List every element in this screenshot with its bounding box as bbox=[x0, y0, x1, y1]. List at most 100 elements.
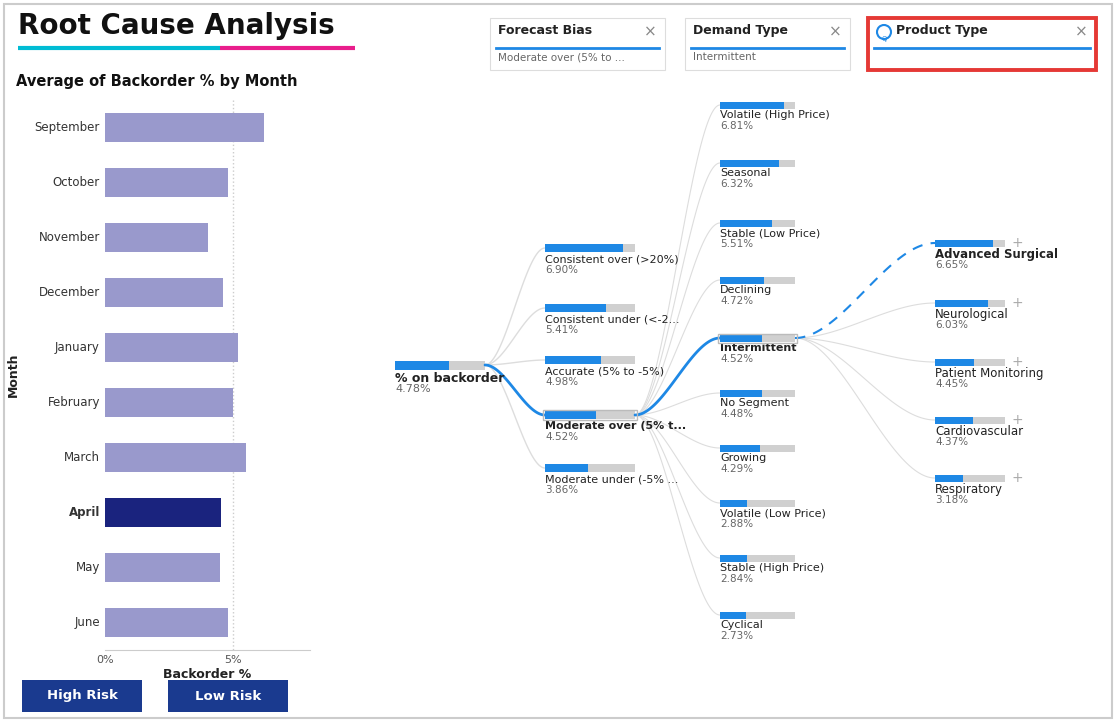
Bar bbox=[720, 102, 783, 109]
Text: Demand Type: Demand Type bbox=[693, 24, 788, 37]
Bar bbox=[718, 334, 797, 343]
Bar bbox=[105, 113, 263, 142]
Text: Growing: Growing bbox=[720, 453, 767, 463]
Bar bbox=[935, 300, 988, 307]
Bar bbox=[543, 410, 637, 420]
Text: 5.51%: 5.51% bbox=[720, 239, 753, 249]
Bar bbox=[105, 608, 228, 637]
Text: Average of Backorder % by Month: Average of Backorder % by Month bbox=[16, 74, 298, 89]
Text: Forecast Bias: Forecast Bias bbox=[498, 24, 593, 37]
Bar bbox=[545, 411, 596, 419]
Bar bbox=[720, 277, 764, 284]
Text: High Risk: High Risk bbox=[47, 690, 117, 703]
Bar bbox=[395, 361, 485, 370]
Text: October: October bbox=[52, 176, 100, 189]
Text: Root Cause Analysis: Root Cause Analysis bbox=[18, 12, 335, 40]
Text: 2.88%: 2.88% bbox=[720, 519, 753, 529]
Text: April: April bbox=[68, 506, 100, 519]
Text: March: March bbox=[64, 451, 100, 464]
Bar bbox=[720, 445, 760, 452]
Text: +: + bbox=[1011, 471, 1022, 485]
Bar bbox=[720, 445, 795, 452]
Bar bbox=[22, 680, 142, 712]
Bar bbox=[720, 335, 795, 342]
Bar bbox=[720, 390, 762, 397]
Text: Moderate under (-5% ...: Moderate under (-5% ... bbox=[545, 474, 679, 484]
Bar bbox=[545, 304, 635, 312]
Bar bbox=[720, 555, 795, 562]
Bar bbox=[105, 443, 246, 471]
Text: Stable (Low Price): Stable (Low Price) bbox=[720, 228, 820, 238]
Bar bbox=[395, 361, 449, 370]
Bar bbox=[685, 18, 850, 70]
Text: 4.37%: 4.37% bbox=[935, 437, 968, 447]
Text: 4.52%: 4.52% bbox=[545, 432, 578, 442]
Bar bbox=[720, 555, 747, 562]
Text: ×: × bbox=[829, 25, 841, 40]
Bar bbox=[545, 464, 588, 472]
Bar bbox=[545, 244, 635, 252]
Text: 6.81%: 6.81% bbox=[720, 121, 753, 131]
Bar bbox=[545, 464, 635, 472]
Bar bbox=[105, 498, 221, 527]
Text: Intermittent: Intermittent bbox=[720, 343, 797, 353]
Text: 4.52%: 4.52% bbox=[720, 354, 753, 364]
Text: Moderate over (5% t...: Moderate over (5% t... bbox=[545, 421, 686, 431]
Bar bbox=[935, 240, 1006, 247]
Text: 3.86%: 3.86% bbox=[545, 485, 578, 495]
Bar bbox=[720, 160, 779, 167]
Text: 6.32%: 6.32% bbox=[720, 179, 753, 189]
Text: 6.03%: 6.03% bbox=[935, 320, 968, 330]
Bar bbox=[545, 356, 635, 364]
Bar bbox=[720, 612, 745, 619]
Bar bbox=[105, 388, 233, 417]
Bar bbox=[105, 553, 220, 582]
Text: Product Type: Product Type bbox=[896, 24, 988, 37]
Bar bbox=[105, 223, 208, 252]
Text: 0%: 0% bbox=[96, 655, 114, 665]
Text: Declining: Declining bbox=[720, 285, 772, 295]
Bar bbox=[935, 475, 963, 482]
Text: Consistent over (>20%): Consistent over (>20%) bbox=[545, 254, 679, 264]
Text: February: February bbox=[48, 396, 100, 409]
Bar bbox=[935, 300, 1006, 307]
Text: 4.29%: 4.29% bbox=[720, 464, 753, 474]
Text: +: + bbox=[1011, 413, 1022, 427]
Text: Cardiovascular: Cardiovascular bbox=[935, 425, 1023, 438]
Text: 6.90%: 6.90% bbox=[545, 265, 578, 275]
Bar bbox=[545, 304, 606, 312]
Text: 4.48%: 4.48% bbox=[720, 409, 753, 419]
Text: +: + bbox=[1011, 236, 1022, 250]
Text: 4.45%: 4.45% bbox=[935, 379, 968, 389]
Bar bbox=[720, 277, 795, 284]
Bar bbox=[720, 500, 795, 507]
Text: +: + bbox=[1011, 355, 1022, 369]
Bar bbox=[868, 18, 1096, 70]
Text: Moderate over (5% to ...: Moderate over (5% to ... bbox=[498, 52, 625, 62]
Bar bbox=[935, 417, 973, 424]
Text: Respiratory: Respiratory bbox=[935, 483, 1003, 496]
Text: 4.78%: 4.78% bbox=[395, 384, 431, 394]
Text: Advanced Surgical: Advanced Surgical bbox=[935, 248, 1058, 261]
Bar bbox=[720, 220, 771, 227]
Bar bbox=[545, 356, 602, 364]
Text: ×: × bbox=[1075, 25, 1088, 40]
Bar bbox=[720, 160, 795, 167]
Text: No Segment: No Segment bbox=[720, 398, 789, 408]
Bar bbox=[545, 411, 635, 419]
Bar bbox=[720, 612, 795, 619]
Text: June: June bbox=[75, 616, 100, 629]
Text: Volatile (Low Price): Volatile (Low Price) bbox=[720, 508, 826, 518]
Bar bbox=[720, 390, 795, 397]
Text: Q: Q bbox=[882, 36, 887, 42]
Text: 2.84%: 2.84% bbox=[720, 574, 753, 584]
Bar bbox=[935, 359, 1006, 366]
Text: Patient Monitoring: Patient Monitoring bbox=[935, 367, 1043, 380]
Text: November: November bbox=[39, 231, 100, 244]
Bar bbox=[720, 335, 762, 342]
Text: September: September bbox=[35, 121, 100, 134]
Bar bbox=[105, 333, 238, 362]
Text: Volatile (High Price): Volatile (High Price) bbox=[720, 110, 830, 120]
Bar bbox=[720, 220, 795, 227]
Text: Cyclical: Cyclical bbox=[720, 620, 763, 630]
